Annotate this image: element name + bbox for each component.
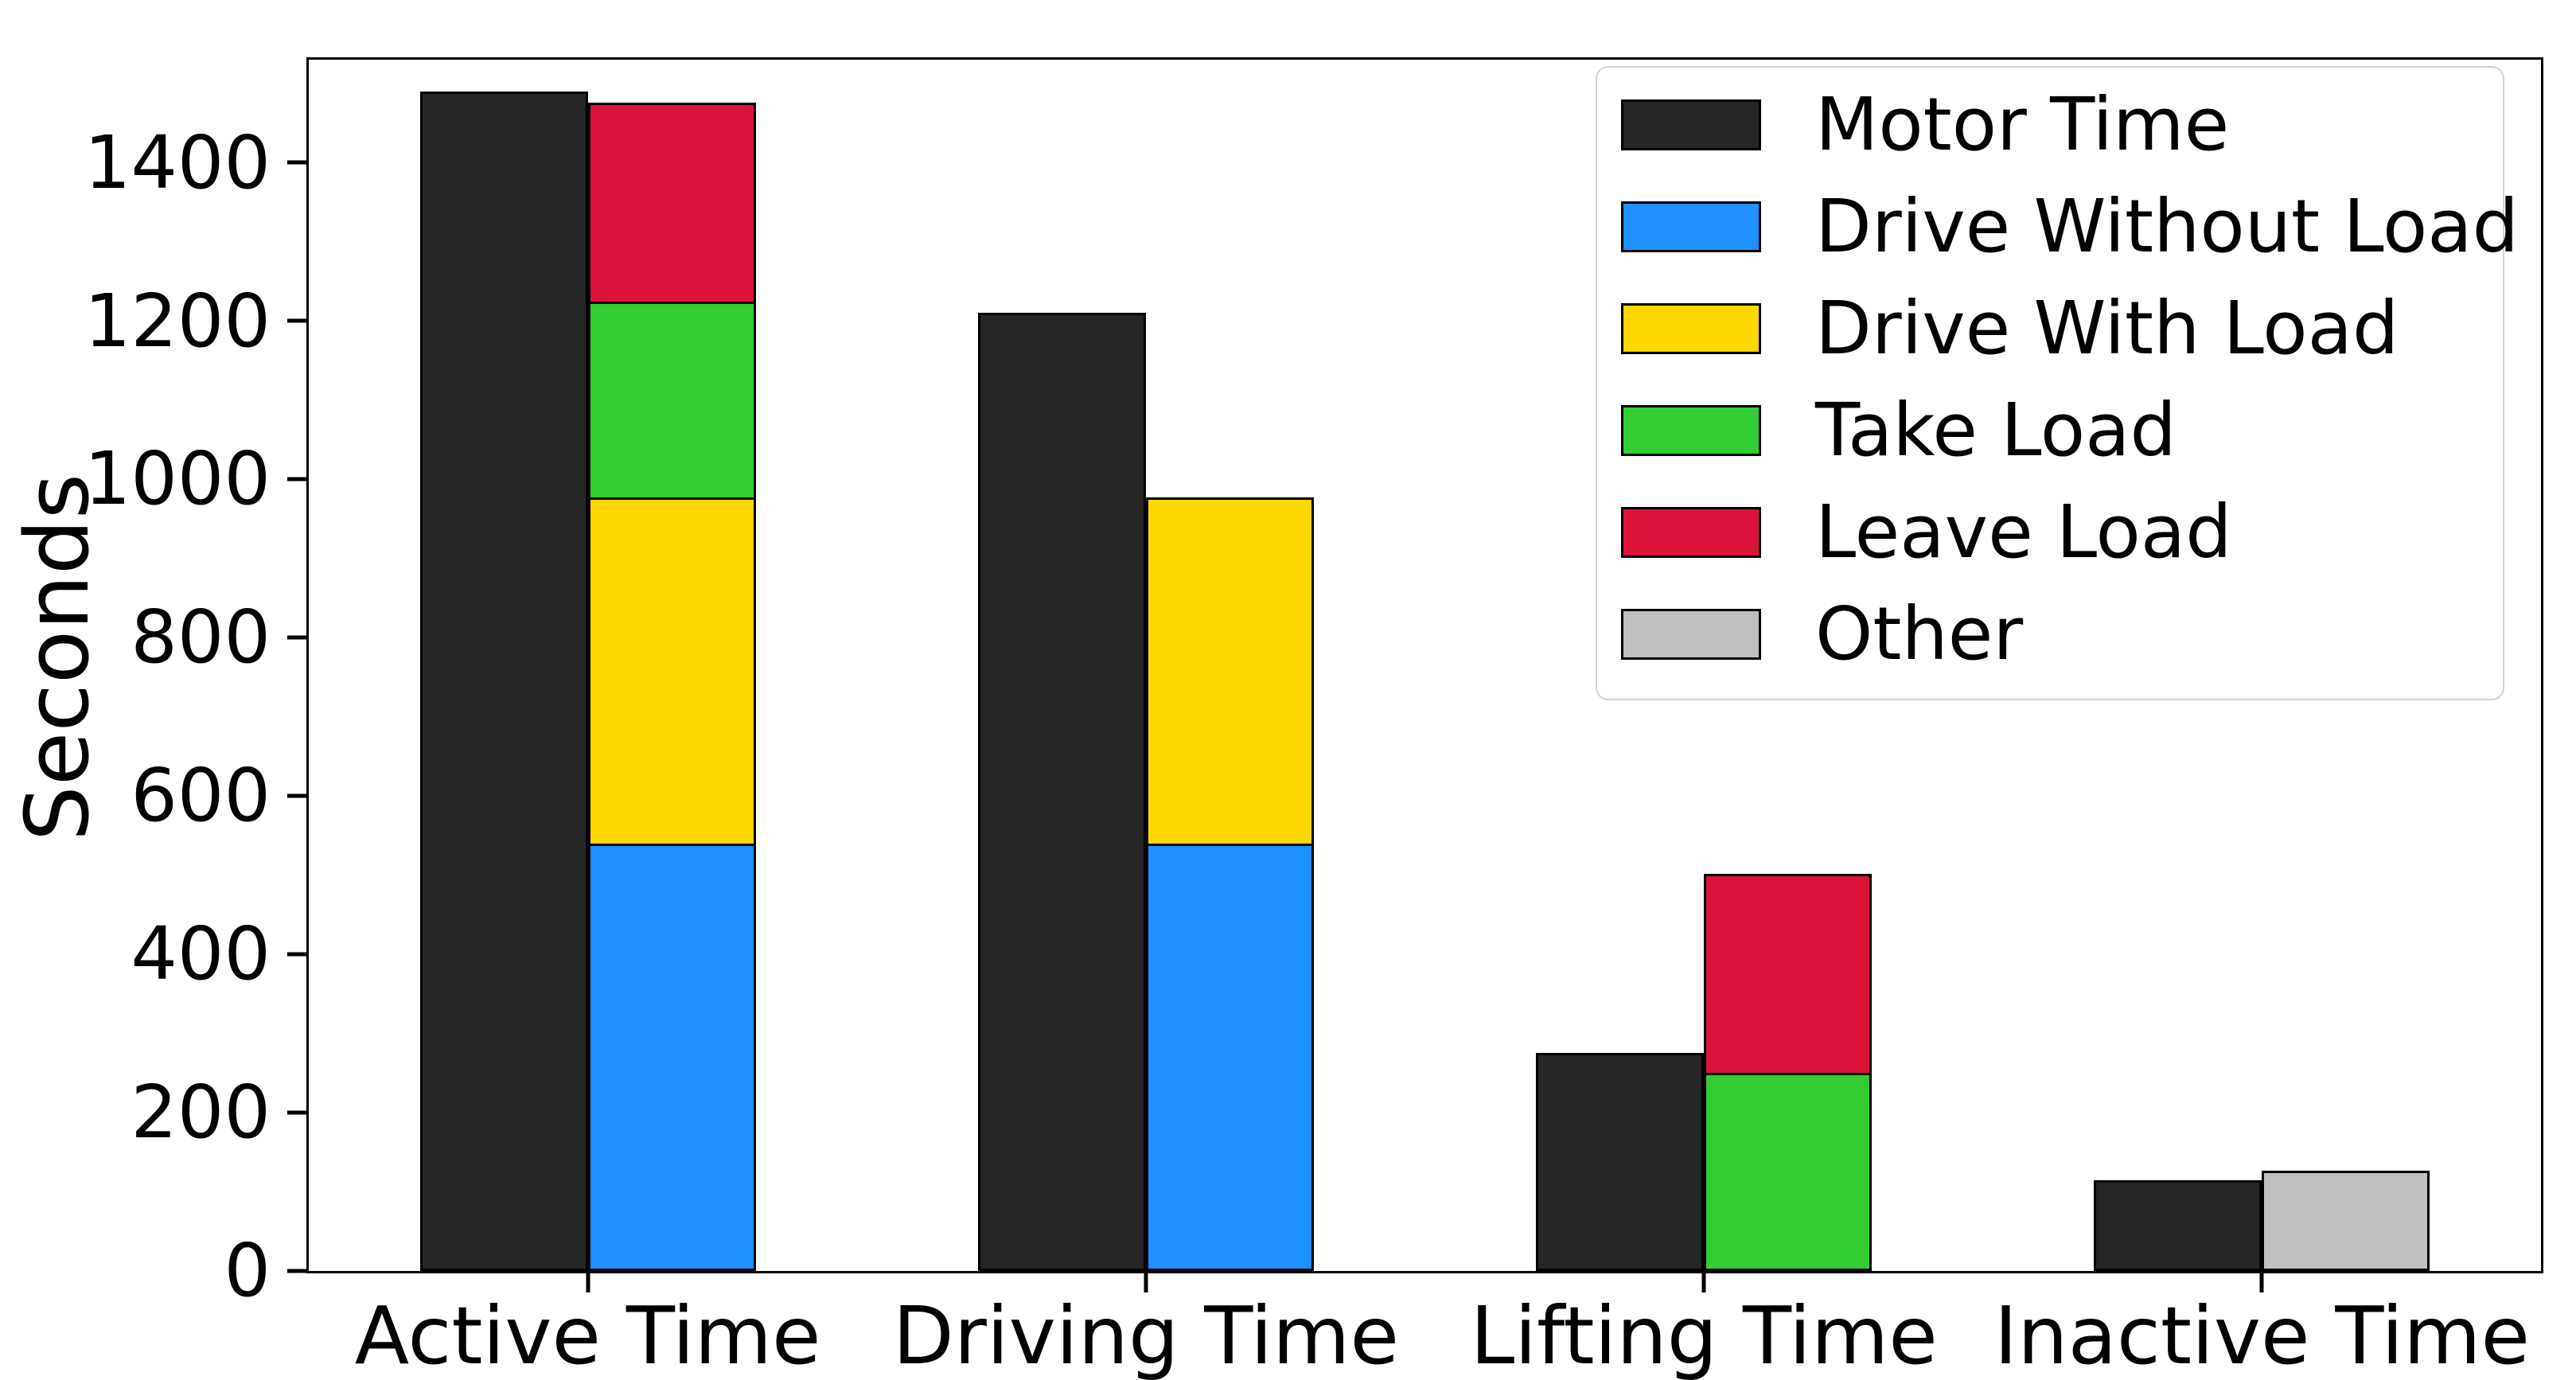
y-tick-mark bbox=[287, 1110, 306, 1115]
y-axis-label: Seconds bbox=[6, 473, 108, 842]
y-tick-label: 400 bbox=[131, 911, 271, 997]
legend-swatch bbox=[1621, 507, 1761, 558]
bar-segment-drive-without-load bbox=[1145, 843, 1314, 1271]
legend-label: Leave Load bbox=[1815, 489, 2232, 575]
legend-swatch bbox=[1621, 303, 1761, 354]
y-tick-mark bbox=[287, 952, 306, 957]
legend-swatch bbox=[1621, 609, 1761, 660]
motor-time-bar bbox=[2094, 1179, 2262, 1271]
y-tick-mark bbox=[287, 477, 306, 481]
y-tick-mark bbox=[287, 793, 306, 798]
legend-swatch bbox=[1621, 99, 1761, 150]
motor-time-bar bbox=[1536, 1053, 1705, 1271]
legend-label: Drive Without Load bbox=[1815, 184, 2519, 269]
bar-segment-leave-load bbox=[587, 102, 756, 305]
motor-time-bar bbox=[977, 313, 1146, 1271]
y-tick-label: 0 bbox=[224, 1228, 271, 1314]
bar-segment-take-load bbox=[587, 302, 756, 501]
bar-segment-take-load bbox=[1704, 1073, 1873, 1271]
x-tick-mark bbox=[2259, 1273, 2264, 1292]
stacked-bar bbox=[1704, 60, 1873, 1271]
legend-label: Motor Time bbox=[1815, 82, 2230, 167]
legend-item: Leave Load bbox=[1621, 481, 2503, 583]
x-tick-mark bbox=[1701, 1273, 1706, 1292]
legend-swatch bbox=[1621, 405, 1761, 456]
x-tick-mark bbox=[586, 1273, 590, 1292]
legend-item: Drive Without Load bbox=[1621, 176, 2519, 278]
stacked-bar bbox=[2262, 60, 2430, 1271]
motor-time-bar bbox=[419, 91, 588, 1271]
bar-segment-leave-load bbox=[1704, 873, 1873, 1076]
bar-group-driving-time bbox=[977, 60, 1314, 1271]
x-tick-mark bbox=[1144, 1273, 1148, 1292]
y-tick-label: 1000 bbox=[84, 436, 271, 522]
x-tick-label: Driving Time bbox=[892, 1289, 1399, 1380]
bar-segment-other bbox=[2262, 1170, 2430, 1271]
legend-item: Other bbox=[1621, 583, 2503, 685]
legend-label: Take Load bbox=[1815, 388, 2177, 473]
y-tick-label: 1400 bbox=[84, 119, 271, 205]
x-tick-label: Lifting Time bbox=[1470, 1289, 1938, 1380]
legend-swatch bbox=[1621, 201, 1761, 252]
bar-segment-drive-without-load bbox=[587, 843, 756, 1271]
legend-item: Motor Time bbox=[1621, 74, 2503, 176]
y-tick-label: 800 bbox=[131, 594, 271, 680]
y-tick-mark bbox=[287, 1269, 306, 1273]
legend-item: Take Load bbox=[1621, 380, 2503, 481]
bar-segment-drive-with-load bbox=[1145, 497, 1314, 846]
legend-label: Drive With Load bbox=[1815, 286, 2399, 371]
y-tick-label: 1200 bbox=[84, 278, 271, 364]
y-tick-mark bbox=[287, 160, 306, 165]
bar-segment-drive-with-load bbox=[587, 497, 756, 846]
stacked-bar bbox=[587, 60, 756, 1271]
bar-group-active-time bbox=[419, 60, 756, 1271]
legend-item: Drive With Load bbox=[1621, 278, 2503, 380]
y-tick-label: 200 bbox=[131, 1070, 271, 1156]
y-tick-mark bbox=[287, 635, 306, 640]
stacked-bar bbox=[1145, 60, 1314, 1271]
legend-label: Other bbox=[1815, 591, 2024, 676]
bar-group-lifting-time bbox=[1536, 60, 1873, 1271]
bar-group-inactive-time bbox=[2094, 60, 2430, 1271]
x-tick-label: Active Time bbox=[354, 1289, 821, 1380]
x-tick-label: Inactive Time bbox=[1993, 1289, 2531, 1380]
y-tick-mark bbox=[287, 318, 306, 323]
y-tick-label: 600 bbox=[131, 753, 271, 839]
legend: Motor Time Drive Without Load Drive With L… bbox=[1596, 66, 2519, 700]
